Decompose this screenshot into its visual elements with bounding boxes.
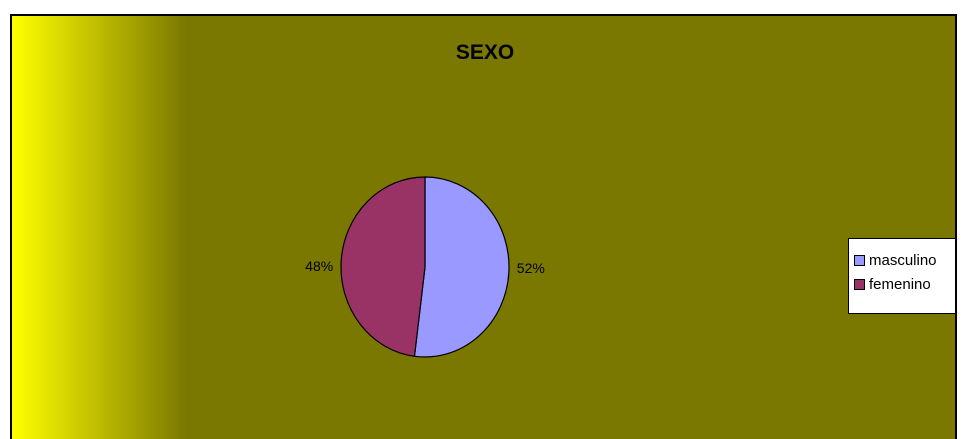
pie-chart: SEXO 52% 48%: [12, 16, 955, 439]
chart-area: SEXO 52% 48% masculino femenino: [10, 14, 957, 439]
legend-label-masculino: masculino: [869, 251, 937, 269]
pie: 52% 48%: [305, 176, 545, 358]
legend-item-femenino: femenino: [854, 273, 955, 295]
legend-swatch-femenino: [854, 278, 865, 290]
pie-label-masculino: 52%: [517, 260, 545, 276]
legend-label-femenino: femenino: [869, 275, 931, 293]
legend-item-masculino: masculino: [854, 249, 955, 271]
legend-swatch-masculino: [854, 254, 865, 266]
legend: masculino femenino: [848, 238, 955, 314]
pie-slice-femenino: [340, 176, 426, 357]
chart-title: SEXO: [456, 41, 514, 64]
pie-label-femenino: 48%: [305, 258, 333, 274]
pie-slice-masculino: [413, 176, 510, 358]
